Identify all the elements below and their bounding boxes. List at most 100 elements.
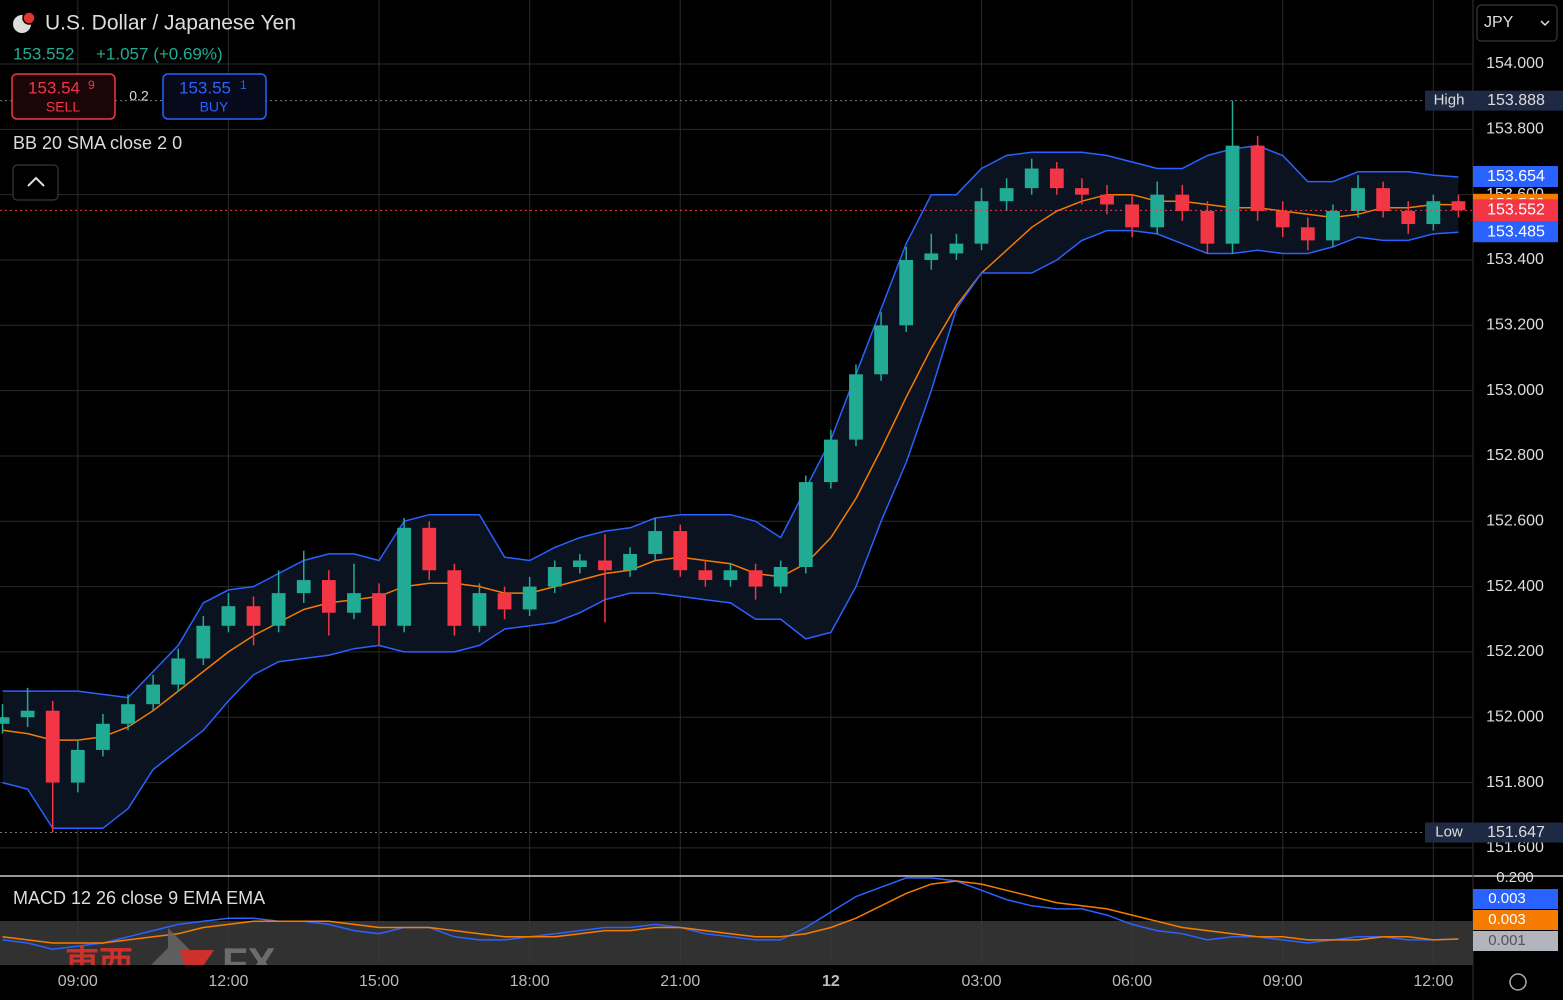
candle-body: [773, 567, 788, 587]
settings-icon[interactable]: [1509, 973, 1527, 991]
macd-pane-shade: [0, 921, 1473, 965]
price-tag-label: 153.654: [1487, 168, 1545, 185]
y-tick-label: 151.800: [1486, 774, 1544, 791]
candle-body: [547, 567, 562, 587]
candle-body: [321, 580, 336, 613]
currency-label: JPY: [1484, 14, 1514, 31]
currency-select[interactable]: [1476, 4, 1558, 42]
indicator-label: BB 20 SMA close 2 0: [13, 133, 182, 153]
header: U.S. Dollar / Japanese Yen 153.552 +1.05…: [11, 4, 1558, 991]
collapse-button[interactable]: [12, 164, 59, 201]
y-tick-label: 153.000: [1486, 382, 1544, 399]
macd-tag: [1473, 910, 1558, 930]
time-axis: [0, 965, 1473, 1000]
candle-body: [999, 188, 1014, 202]
x-tick-label: 18:00: [510, 973, 550, 990]
candle-body: [924, 253, 939, 260]
candle-body: [1125, 204, 1140, 228]
candle-body: [1225, 145, 1240, 244]
x-tick-label: 09:00: [58, 973, 98, 990]
plot: [0, 100, 1473, 965]
y-tick-label: 0.200: [1496, 869, 1534, 886]
candle-body: [146, 684, 161, 705]
candle-body: [1200, 210, 1215, 244]
band-fill: [2, 145, 1459, 829]
y-tick-label: 152.800: [1486, 447, 1544, 464]
candle-body: [823, 439, 838, 483]
extreme-tag: [1425, 90, 1563, 111]
candle-body: [1351, 188, 1365, 211]
candle-body: [422, 527, 437, 571]
candle-body: [372, 593, 386, 626]
x-tick-label: 21:00: [660, 973, 700, 990]
extreme-value: 151.647: [1487, 824, 1545, 841]
candle-body: [598, 560, 612, 571]
candle-body: [522, 586, 537, 610]
sell-button[interactable]: [11, 73, 116, 120]
macd-tag: [1473, 889, 1558, 909]
y-tick-label: 152.000: [1486, 708, 1544, 725]
candle-body: [1426, 201, 1441, 225]
x-tick-label: 12: [822, 973, 840, 990]
buy-label: BUY: [200, 99, 229, 115]
macd-line: [2, 877, 1459, 950]
candle-body: [45, 710, 60, 783]
macd-tag-label: 0.003: [1488, 890, 1526, 907]
buy-button[interactable]: [162, 73, 267, 120]
candle-body: [1150, 194, 1165, 228]
candle-body: [1376, 188, 1391, 211]
extreme-label: Low: [1435, 824, 1463, 841]
candle-body: [1075, 188, 1089, 195]
candle-body: [1024, 168, 1039, 189]
candle-body: [472, 593, 487, 626]
last-price: 153.552: [13, 44, 74, 63]
candle-body: [20, 710, 35, 718]
candle-body: [0, 717, 10, 724]
candle-body: [96, 723, 110, 750]
candle-body: [849, 374, 863, 440]
x-tick-label: 12:00: [208, 973, 248, 990]
y-tick-label: 153.800: [1486, 121, 1544, 138]
candle-body: [1100, 194, 1114, 205]
candle-body: [447, 570, 462, 626]
extreme-value: 153.888: [1487, 92, 1545, 109]
y-tick-label: 153.400: [1486, 251, 1544, 268]
candle-body: [949, 243, 964, 254]
candle-body: [397, 527, 412, 626]
candle-body: [1326, 210, 1340, 241]
collapse-icon: [27, 176, 45, 187]
candle-body: [698, 570, 713, 581]
candle-body: [1250, 145, 1265, 211]
candle-body: [1451, 201, 1466, 211]
candle-body: [347, 593, 361, 613]
candle-body: [1275, 210, 1290, 228]
sell-label: SELL: [46, 99, 80, 115]
candle-body: [974, 201, 989, 244]
y-tick-label: 152.400: [1486, 578, 1544, 595]
x-tick-label: 12:00: [1413, 973, 1453, 990]
symbol-title: U.S. Dollar / Japanese Yen: [45, 12, 296, 35]
spread: 0.2: [129, 88, 149, 104]
candle-body: [196, 625, 211, 659]
x-tick-label: 09:00: [1263, 973, 1303, 990]
candle-body: [296, 580, 311, 594]
candle-body: [1401, 210, 1416, 225]
candle-body: [623, 553, 637, 571]
candle-body: [874, 325, 888, 375]
macd-tag-label: 0.001: [1488, 932, 1526, 949]
candle-body: [673, 531, 688, 571]
candle-body: [497, 593, 512, 610]
extreme-tag: [1425, 822, 1563, 843]
macd-line: [2, 880, 1459, 944]
y-tick-label: 151.600: [1486, 839, 1544, 856]
price-change: +1.057 (+0.69%): [96, 44, 223, 63]
sell-price: 153.54: [28, 78, 80, 97]
y-tick-label: 153.200: [1486, 317, 1544, 334]
band-line: [2, 229, 1459, 830]
x-tick-label: 03:00: [961, 973, 1001, 990]
band-line: [2, 144, 1459, 699]
price-tag-label: 153.552: [1487, 202, 1545, 219]
